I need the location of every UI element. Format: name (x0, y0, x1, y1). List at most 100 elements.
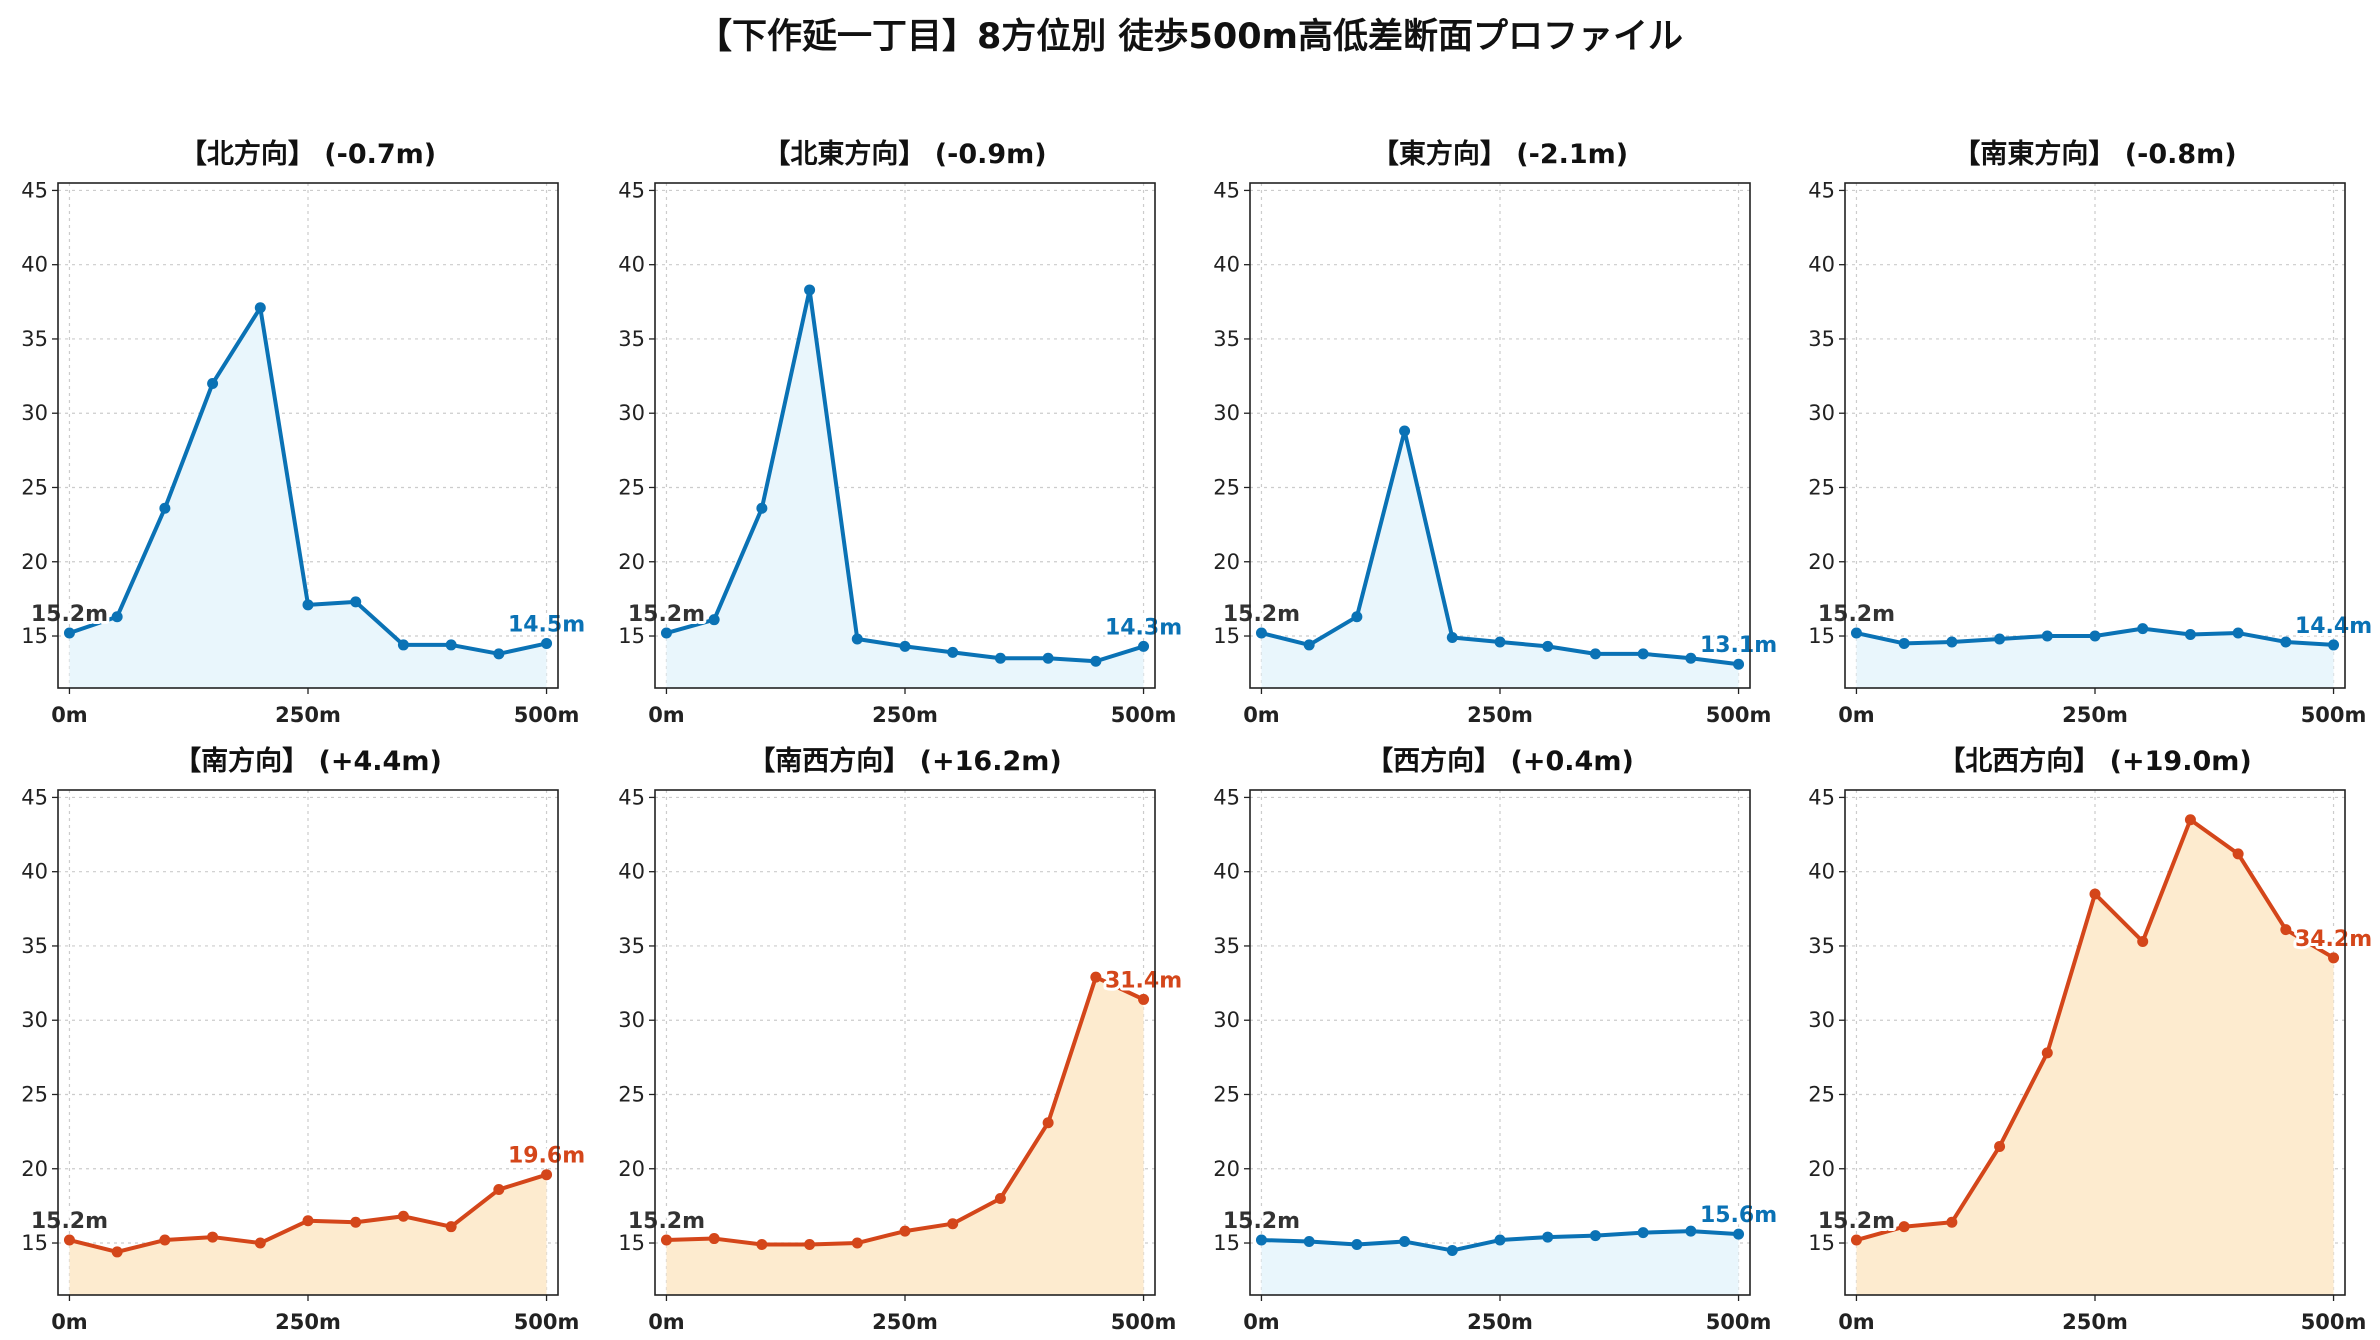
data-point (1733, 658, 1745, 670)
y-tick-label: 30 (618, 401, 645, 425)
data-point (708, 614, 720, 626)
x-tick-label: 250m (2062, 703, 2128, 727)
x-tick-label: 0m (51, 703, 88, 727)
data-point (1589, 648, 1601, 660)
y-tick-label: 35 (1808, 934, 1835, 958)
x-tick-label: 250m (1467, 1310, 1533, 1334)
y-tick-label: 20 (1213, 550, 1240, 574)
data-point (1090, 971, 1102, 983)
data-point (1898, 1221, 1910, 1233)
end-elevation-label: 19.6m (508, 1144, 585, 1169)
y-tick-label: 45 (21, 785, 48, 809)
data-point (1542, 1231, 1554, 1243)
data-point (851, 633, 863, 645)
data-point (1399, 425, 1411, 437)
axes-frame (654, 182, 1156, 689)
y-tick-label: 15 (1808, 1231, 1835, 1255)
y-tick-label: 45 (1808, 785, 1835, 809)
data-point (1850, 627, 1862, 639)
y-tick-label: 30 (618, 1008, 645, 1032)
data-point (207, 1231, 219, 1243)
y-tick-label: 30 (1213, 401, 1240, 425)
data-point (1494, 636, 1506, 648)
y-tick-label: 40 (618, 253, 645, 277)
y-tick-label: 35 (1808, 327, 1835, 351)
profile-panel-6: 【南西方向】 (+16.2m) 15 20 25 30 35 40 45 0m 250m 500m 1… (618, 745, 1185, 1334)
y-tick-label: 15 (21, 624, 48, 648)
data-point (994, 652, 1006, 664)
panel-title: 【北方向】 (-0.7m) (180, 138, 436, 170)
data-point (2184, 814, 2196, 826)
y-tick-label: 35 (21, 934, 48, 958)
axes-frame (1844, 789, 2346, 1296)
data-point (899, 640, 911, 652)
data-point (445, 639, 457, 651)
y-tick-label: 45 (618, 178, 645, 202)
y-tick-label: 20 (1808, 1157, 1835, 1181)
y-tick-label: 45 (21, 178, 48, 202)
y-tick-label: 15 (1213, 1231, 1240, 1255)
x-tick-label: 0m (1243, 1310, 1280, 1334)
data-point (1138, 640, 1150, 652)
data-point (1850, 1234, 1862, 1246)
data-point (2089, 630, 2101, 642)
data-point (493, 648, 505, 660)
data-point (804, 1239, 816, 1250)
data-point (2041, 1047, 2053, 1059)
data-point (1446, 1244, 1458, 1256)
y-tick-label: 25 (1808, 1082, 1835, 1106)
start-elevation-label: 15.2m (1818, 602, 1895, 627)
data-point (2232, 848, 2244, 860)
x-tick-label: 250m (872, 703, 938, 727)
x-tick-label: 250m (275, 1310, 341, 1334)
data-point (1542, 640, 1554, 652)
data-point (947, 646, 959, 658)
area-fill (69, 307, 547, 688)
data-point (254, 302, 266, 314)
end-elevation-label: 15.6m (1700, 1203, 1777, 1228)
start-elevation-label: 15.2m (628, 1209, 705, 1234)
data-point (2089, 888, 2101, 900)
x-tick-label: 500m (2301, 1310, 2367, 1334)
data-point (2137, 623, 2149, 635)
y-tick-label: 20 (21, 1157, 48, 1181)
data-point (899, 1225, 911, 1237)
data-point (1042, 1117, 1054, 1129)
profile-panel-4: 【南東方向】 (-0.8m) 15 20 25 30 35 40 45 0m 250m 500m 15… (1808, 138, 2375, 727)
data-point (397, 639, 409, 651)
data-point (1399, 1236, 1411, 1248)
y-tick-label: 35 (618, 934, 645, 958)
profile-panel-2: 【北東方向】 (-0.9m) 15 20 25 30 35 40 45 0m 250m 500m 15… (618, 138, 1185, 727)
data-point (1994, 1140, 2006, 1152)
x-tick-label: 250m (275, 703, 341, 727)
end-elevation-label: 14.3m (1105, 615, 1182, 640)
y-tick-label: 15 (21, 1231, 48, 1255)
end-elevation-label: 34.2m (2295, 927, 2372, 952)
data-point (851, 1237, 863, 1249)
axes-frame (1249, 182, 1751, 689)
x-tick-label: 0m (648, 1310, 685, 1334)
panel-title: 【南西方向】 (+16.2m) (748, 745, 1061, 777)
x-tick-label: 250m (872, 1310, 938, 1334)
data-point (159, 1234, 171, 1246)
y-tick-label: 15 (618, 1231, 645, 1255)
area-fill (69, 1174, 547, 1295)
data-point (2280, 924, 2292, 936)
data-point (660, 627, 672, 639)
data-point (350, 1216, 362, 1228)
end-elevation-label: 14.4m (2295, 614, 2372, 639)
axes-frame (1249, 789, 1751, 1296)
x-tick-label: 500m (1706, 703, 1772, 727)
data-point (1255, 627, 1267, 639)
data-point (756, 502, 768, 514)
data-point (111, 1246, 123, 1258)
data-point (254, 1237, 266, 1249)
data-point (1994, 633, 2006, 645)
y-tick-label: 40 (1213, 253, 1240, 277)
y-tick-label: 15 (1213, 624, 1240, 648)
x-tick-label: 500m (2301, 703, 2367, 727)
data-point (445, 1221, 457, 1233)
start-elevation-label: 15.2m (1818, 1209, 1895, 1234)
data-point (994, 1192, 1006, 1204)
data-point (302, 599, 314, 611)
